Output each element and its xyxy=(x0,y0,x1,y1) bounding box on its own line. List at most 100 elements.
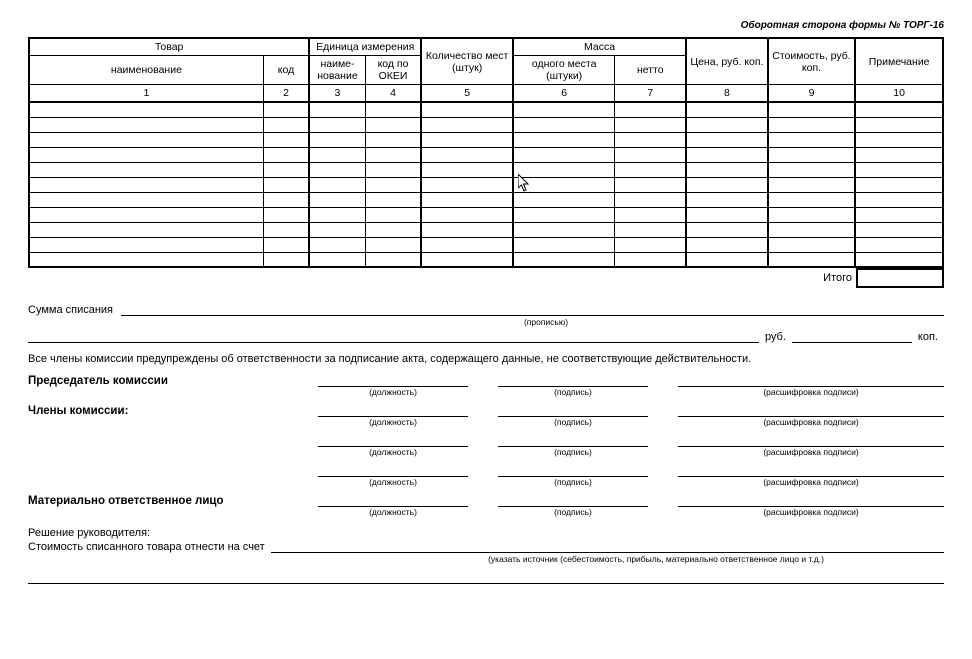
th-netto: нетто xyxy=(615,56,686,85)
table-cell xyxy=(768,177,856,192)
colnum-9: 9 xyxy=(768,85,856,103)
cap-dolzh-3: (должность) xyxy=(318,447,468,457)
sum-rub: руб. xyxy=(759,331,792,343)
table-row xyxy=(29,102,943,117)
mol-rassh xyxy=(678,493,944,507)
cap-dolzh-5: (должность) xyxy=(318,507,468,517)
decision-caption: (указать источник (себестоимость, прибыл… xyxy=(368,554,944,564)
table-cell xyxy=(686,237,768,252)
table-cell xyxy=(615,222,686,237)
table-cell xyxy=(309,192,365,207)
cap-podpis-3: (подпись) xyxy=(498,447,648,457)
m1-podpis xyxy=(498,403,648,417)
th-kod: код xyxy=(263,56,309,85)
table-cell xyxy=(768,147,856,162)
colnum-4: 4 xyxy=(365,85,421,103)
table-cell xyxy=(421,147,513,162)
table-cell xyxy=(421,177,513,192)
cap-podpis-4: (подпись) xyxy=(498,477,648,487)
table-row xyxy=(29,147,943,162)
table-cell xyxy=(686,162,768,177)
table-row xyxy=(29,117,943,132)
th-naimen: наименование xyxy=(29,56,263,85)
table-cell xyxy=(365,132,421,147)
table-cell xyxy=(513,177,615,192)
table-cell xyxy=(615,207,686,222)
table-cell xyxy=(768,207,856,222)
table-cell xyxy=(29,207,263,222)
sign-cap-4: (должность) (подпись) (расшифровка подпи… xyxy=(28,477,944,487)
table-cell xyxy=(686,222,768,237)
sum-kop-line xyxy=(792,329,912,343)
table-cell xyxy=(365,147,421,162)
table-cell xyxy=(309,222,365,237)
table-cell xyxy=(421,222,513,237)
table-cell xyxy=(855,132,943,147)
decision-line2: Стоимость списанного товара отнести на с… xyxy=(28,541,271,553)
table-row xyxy=(29,177,943,192)
table-cell xyxy=(421,117,513,132)
main-table: Товар Единица измерения Количество мест … xyxy=(28,37,944,268)
decision-row2: Стоимость списанного товара отнести на с… xyxy=(28,539,944,553)
table-cell xyxy=(309,102,365,117)
table-cell xyxy=(29,252,263,267)
table-cell xyxy=(686,117,768,132)
table-cell xyxy=(855,117,943,132)
chairman-podpis xyxy=(498,373,648,387)
warning-text: Все члены комиссии предупреждены об отве… xyxy=(28,353,944,365)
table-cell xyxy=(421,162,513,177)
sign-row-member2 xyxy=(28,433,944,447)
table-cell xyxy=(513,117,615,132)
table-cell xyxy=(365,117,421,132)
decision-line1: Решение руководителя: xyxy=(28,527,944,539)
sign-row-member3 xyxy=(28,463,944,477)
table-cell xyxy=(615,252,686,267)
table-cell xyxy=(421,102,513,117)
colnum-10: 10 xyxy=(855,85,943,103)
table-cell xyxy=(768,222,856,237)
table-row xyxy=(29,207,943,222)
th-okei: код по ОКЕИ xyxy=(365,56,421,85)
table-cell xyxy=(263,102,309,117)
table-cell xyxy=(263,252,309,267)
sum-row2: руб. коп. xyxy=(28,329,944,343)
cap-dolzh-2: (должность) xyxy=(318,417,468,427)
table-cell xyxy=(365,252,421,267)
table-cell xyxy=(513,162,615,177)
table-cell xyxy=(29,177,263,192)
table-cell xyxy=(513,132,615,147)
m2-dolzh xyxy=(318,433,468,447)
cap-podpis-2: (подпись) xyxy=(498,417,648,427)
table-cell xyxy=(855,222,943,237)
table-cell xyxy=(365,207,421,222)
table-cell xyxy=(365,162,421,177)
table-cell xyxy=(513,147,615,162)
table-cell xyxy=(421,207,513,222)
table-cell xyxy=(615,177,686,192)
table-cell xyxy=(29,132,263,147)
table-cell xyxy=(686,252,768,267)
colnum-6: 6 xyxy=(513,85,615,103)
table-cell xyxy=(513,207,615,222)
table-cell xyxy=(615,237,686,252)
table-cell xyxy=(365,237,421,252)
table-cell xyxy=(29,192,263,207)
m1-rassh xyxy=(678,403,944,417)
table-cell xyxy=(768,237,856,252)
table-row xyxy=(29,132,943,147)
th-naime2: наиме-нование xyxy=(309,56,365,85)
table-cell xyxy=(686,132,768,147)
cap-rassh: (расшифровка подписи) xyxy=(678,387,944,397)
table-cell xyxy=(855,237,943,252)
th-edizm: Единица измерения xyxy=(309,38,421,56)
table-cell xyxy=(768,117,856,132)
sum-caption: (прописью) xyxy=(148,317,944,327)
table-cell xyxy=(263,162,309,177)
table-cell xyxy=(686,177,768,192)
table-cell xyxy=(309,147,365,162)
chairman-rassh xyxy=(678,373,944,387)
m1-dolzh xyxy=(318,403,468,417)
table-row xyxy=(29,192,943,207)
table-cell xyxy=(855,252,943,267)
m3-rassh xyxy=(678,463,944,477)
